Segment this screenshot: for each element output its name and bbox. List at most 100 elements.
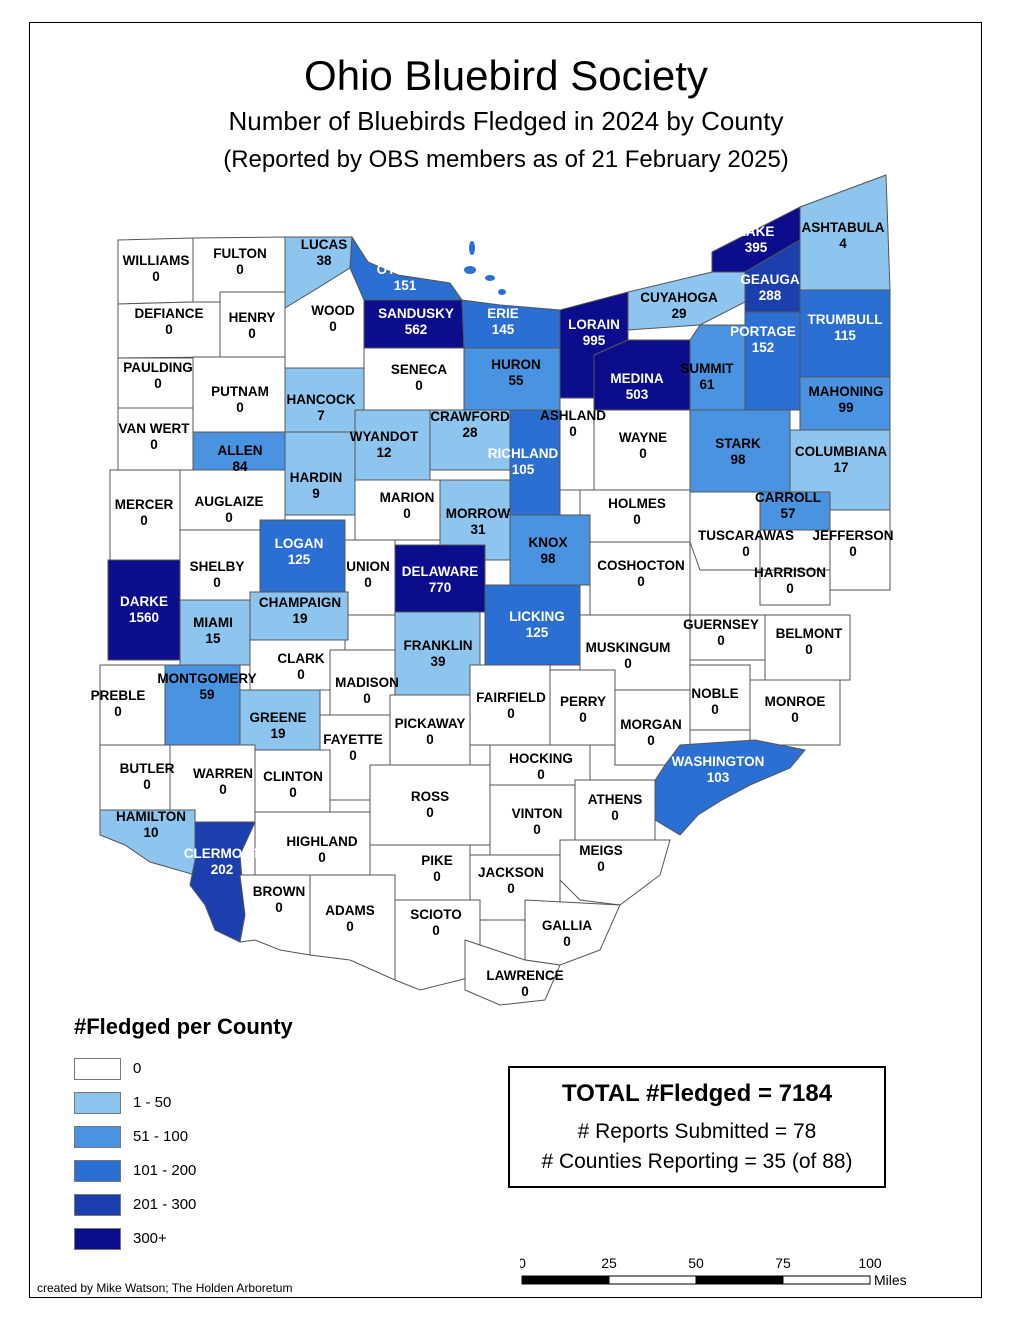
- county-value-ashland: 0: [569, 424, 577, 439]
- county-value-sandusky: 562: [405, 322, 428, 337]
- legend-swatch: [74, 1160, 121, 1182]
- island: [498, 289, 506, 295]
- county-label-ottawa: OTTAWA: [377, 262, 434, 277]
- county-label-geauga: GEAUGA: [740, 272, 800, 287]
- scale-tick-label: 25: [601, 1255, 617, 1271]
- county-label-morgan: MORGAN: [620, 717, 682, 732]
- county-label-paulding: PAULDING: [123, 360, 193, 375]
- county-label-perry: PERRY: [560, 694, 606, 709]
- county-value-stark: 98: [730, 452, 746, 467]
- county-label-trumbull: TRUMBULL: [808, 312, 883, 327]
- county-value-clermont: 202: [211, 862, 234, 877]
- county-label-clinton: CLINTON: [263, 769, 323, 784]
- county-value-knox: 98: [540, 551, 556, 566]
- county-marion: [354, 479, 441, 541]
- county-value-shelby: 0: [213, 575, 221, 590]
- county-value-lorain: 995: [583, 333, 606, 348]
- island: [464, 266, 476, 274]
- legend-label: 0: [133, 1060, 142, 1077]
- scale-tick-label: 0: [520, 1255, 526, 1271]
- county-label-auglaize: AUGLAIZE: [195, 494, 264, 509]
- legend-swatch: [74, 1228, 121, 1250]
- county-label-holmes: HOLMES: [608, 496, 666, 511]
- county-value-lake: 395: [745, 240, 768, 255]
- county-value-clark: 0: [297, 667, 305, 682]
- county-label-pike: PIKE: [421, 853, 453, 868]
- scale-segment: [695, 1275, 784, 1285]
- county-label-adams: ADAMS: [325, 903, 375, 918]
- legend-label: 101 - 200: [133, 1162, 197, 1179]
- scale-segment: [782, 1275, 871, 1285]
- county-stark: [689, 409, 791, 493]
- county-label-warren: WARREN: [193, 766, 253, 781]
- county-value-hancock: 7: [317, 408, 325, 423]
- county-value-muskingum: 0: [624, 656, 632, 671]
- county-value-washington: 103: [707, 770, 730, 785]
- county-value-athens: 0: [611, 808, 619, 823]
- county-tuscarawas: [689, 491, 761, 571]
- county-label-clark: CLARK: [277, 651, 324, 666]
- county-label-van-wert: VAN WERT: [119, 421, 191, 436]
- county-label-wayne: WAYNE: [619, 430, 667, 445]
- county-value-hardin: 9: [312, 486, 320, 501]
- county-value-marion: 0: [403, 506, 411, 521]
- county-value-coshocton: 0: [637, 574, 645, 589]
- county-label-muskingum: MUSKINGUM: [586, 640, 671, 655]
- county-label-monroe: MONROE: [765, 694, 826, 709]
- county-label-delaware: DELAWARE: [402, 564, 479, 579]
- county-value-hocking: 0: [537, 767, 545, 782]
- county-label-lawrence: LAWRENCE: [486, 968, 563, 983]
- county-value-lawrence: 0: [521, 984, 529, 999]
- county-knox: [509, 514, 591, 586]
- county-label-allen: ALLEN: [218, 443, 263, 458]
- county-lawrence: [464, 939, 561, 1006]
- county-value-erie: 145: [492, 322, 515, 337]
- counties-reporting: # Counties Reporting = 35 (of 88): [541, 1150, 853, 1173]
- county-label-wyandot: WYANDOT: [350, 429, 419, 444]
- county-label-montgomery: MONTGOMERY: [157, 671, 256, 686]
- county-label-franklin: FRANKLIN: [404, 638, 473, 653]
- county-label-putnam: PUTNAM: [211, 384, 269, 399]
- county-label-hardin: HARDIN: [290, 470, 343, 485]
- county-fairfield: [469, 664, 551, 746]
- county-label-sandusky: SANDUSKY: [378, 306, 454, 321]
- county-label-fairfield: FAIRFIELD: [476, 690, 546, 705]
- county-label-lorain: LORAIN: [568, 317, 620, 332]
- county-value-williams: 0: [152, 269, 160, 284]
- county-label-knox: KNOX: [528, 535, 567, 550]
- county-label-athens: ATHENS: [588, 792, 643, 807]
- county-label-madison: MADISON: [335, 675, 399, 690]
- county-label-vinton: VINTON: [512, 806, 563, 821]
- credit-text: created by Mike Watson; The Holden Arbor…: [37, 1281, 293, 1295]
- county-value-wood: 0: [329, 319, 337, 334]
- county-value-licking: 125: [526, 625, 549, 640]
- county-value-columbiana: 17: [833, 460, 848, 475]
- legend-label: 51 - 100: [133, 1128, 189, 1145]
- reports-submitted: # Reports Submitted = 78: [577, 1120, 817, 1143]
- county-value-franklin: 39: [430, 654, 445, 669]
- county-value-holmes: 0: [633, 512, 641, 527]
- county-value-wyandot: 12: [376, 445, 391, 460]
- county-label-greene: GREENE: [249, 710, 306, 725]
- county-value-madison: 0: [363, 691, 371, 706]
- county-label-seneca: SENECA: [391, 362, 448, 377]
- county-label-fulton: FULTON: [213, 246, 267, 261]
- county-harrison: [759, 569, 831, 606]
- county-value-morrow: 31: [470, 522, 486, 537]
- island: [485, 275, 495, 281]
- county-label-fayette: FAYETTE: [323, 732, 383, 747]
- legend-title: #Fledged per County: [74, 1014, 293, 1039]
- county-value-union: 0: [364, 575, 372, 590]
- county-label-richland: RICHLAND: [488, 446, 559, 461]
- legend-label: 201 - 300: [133, 1196, 197, 1213]
- county-label-lucas: LUCAS: [301, 237, 348, 252]
- county-value-perry: 0: [579, 710, 587, 725]
- county-value-trumbull: 115: [834, 328, 856, 343]
- legend-label: 300+: [133, 1230, 167, 1247]
- county-value-darke: 1560: [129, 610, 159, 625]
- county-label-columbiana: COLUMBIANA: [795, 444, 887, 459]
- county-label-hamilton: HAMILTON: [116, 809, 186, 824]
- county-value-belmont: 0: [805, 642, 813, 657]
- county-value-richland: 105: [512, 462, 535, 477]
- county-label-champaign: CHAMPAIGN: [259, 595, 341, 610]
